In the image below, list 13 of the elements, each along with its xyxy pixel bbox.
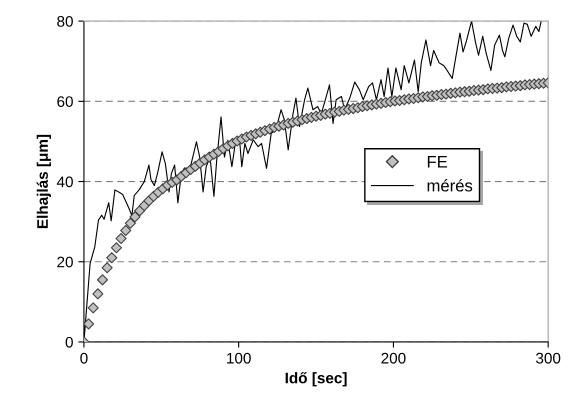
y-tick-label: 0 <box>66 336 73 348</box>
x-tick-label: 0 <box>80 352 88 364</box>
x-tick-label: 200 <box>381 352 406 364</box>
y-axis-title: Elhajlás [μm] <box>36 134 51 228</box>
y-tick-label: 60 <box>57 96 73 108</box>
legend-label: FE <box>428 156 448 168</box>
x-tick-label: 300 <box>536 352 560 364</box>
x-axis-title: Idő [sec] <box>286 372 347 386</box>
y-tick-label: 40 <box>56 176 73 188</box>
x-tick-label: 100 <box>227 352 251 364</box>
legend-label: mérés <box>428 179 472 192</box>
y-tick-label: 20 <box>57 256 73 268</box>
y-tick-label: 80 <box>57 16 73 27</box>
